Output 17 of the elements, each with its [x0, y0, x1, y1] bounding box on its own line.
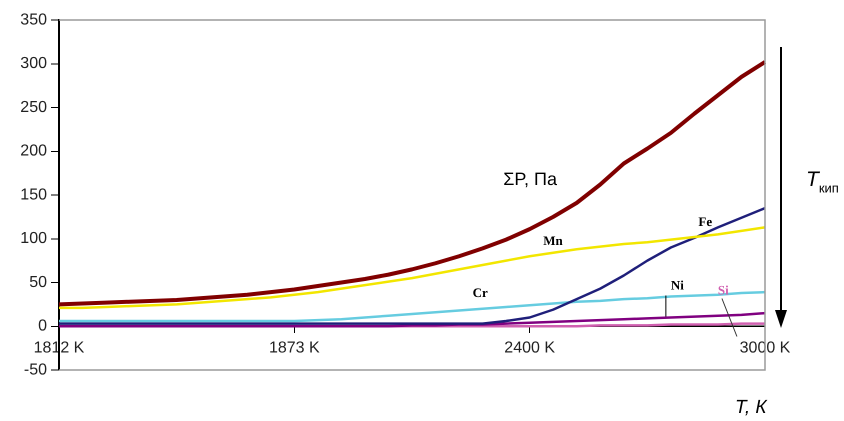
series-label: ΣP, Па [503, 168, 558, 189]
x-axis-title: T, К [735, 397, 768, 418]
y-tick-label: 300 [20, 55, 48, 72]
series-label: Ni [670, 278, 684, 292]
x-tick-label: 2400 K [504, 339, 556, 356]
x-tick-label: 1873 K [268, 339, 320, 356]
y-tick-label: 0 [38, 318, 48, 335]
y-tick-label: 250 [20, 98, 48, 116]
series-label: Mn [543, 232, 564, 248]
y-tick-label: 100 [20, 230, 48, 248]
series-label: Cr [472, 284, 488, 300]
y-tick-label: 200 [20, 142, 48, 160]
y-tick-label: 50 [29, 274, 48, 291]
y-tick-label: -50 [24, 361, 48, 378]
series-label: Fe [698, 214, 712, 229]
y-tick-label: 150 [20, 186, 48, 204]
y-tick-label: 350 [20, 11, 48, 28]
